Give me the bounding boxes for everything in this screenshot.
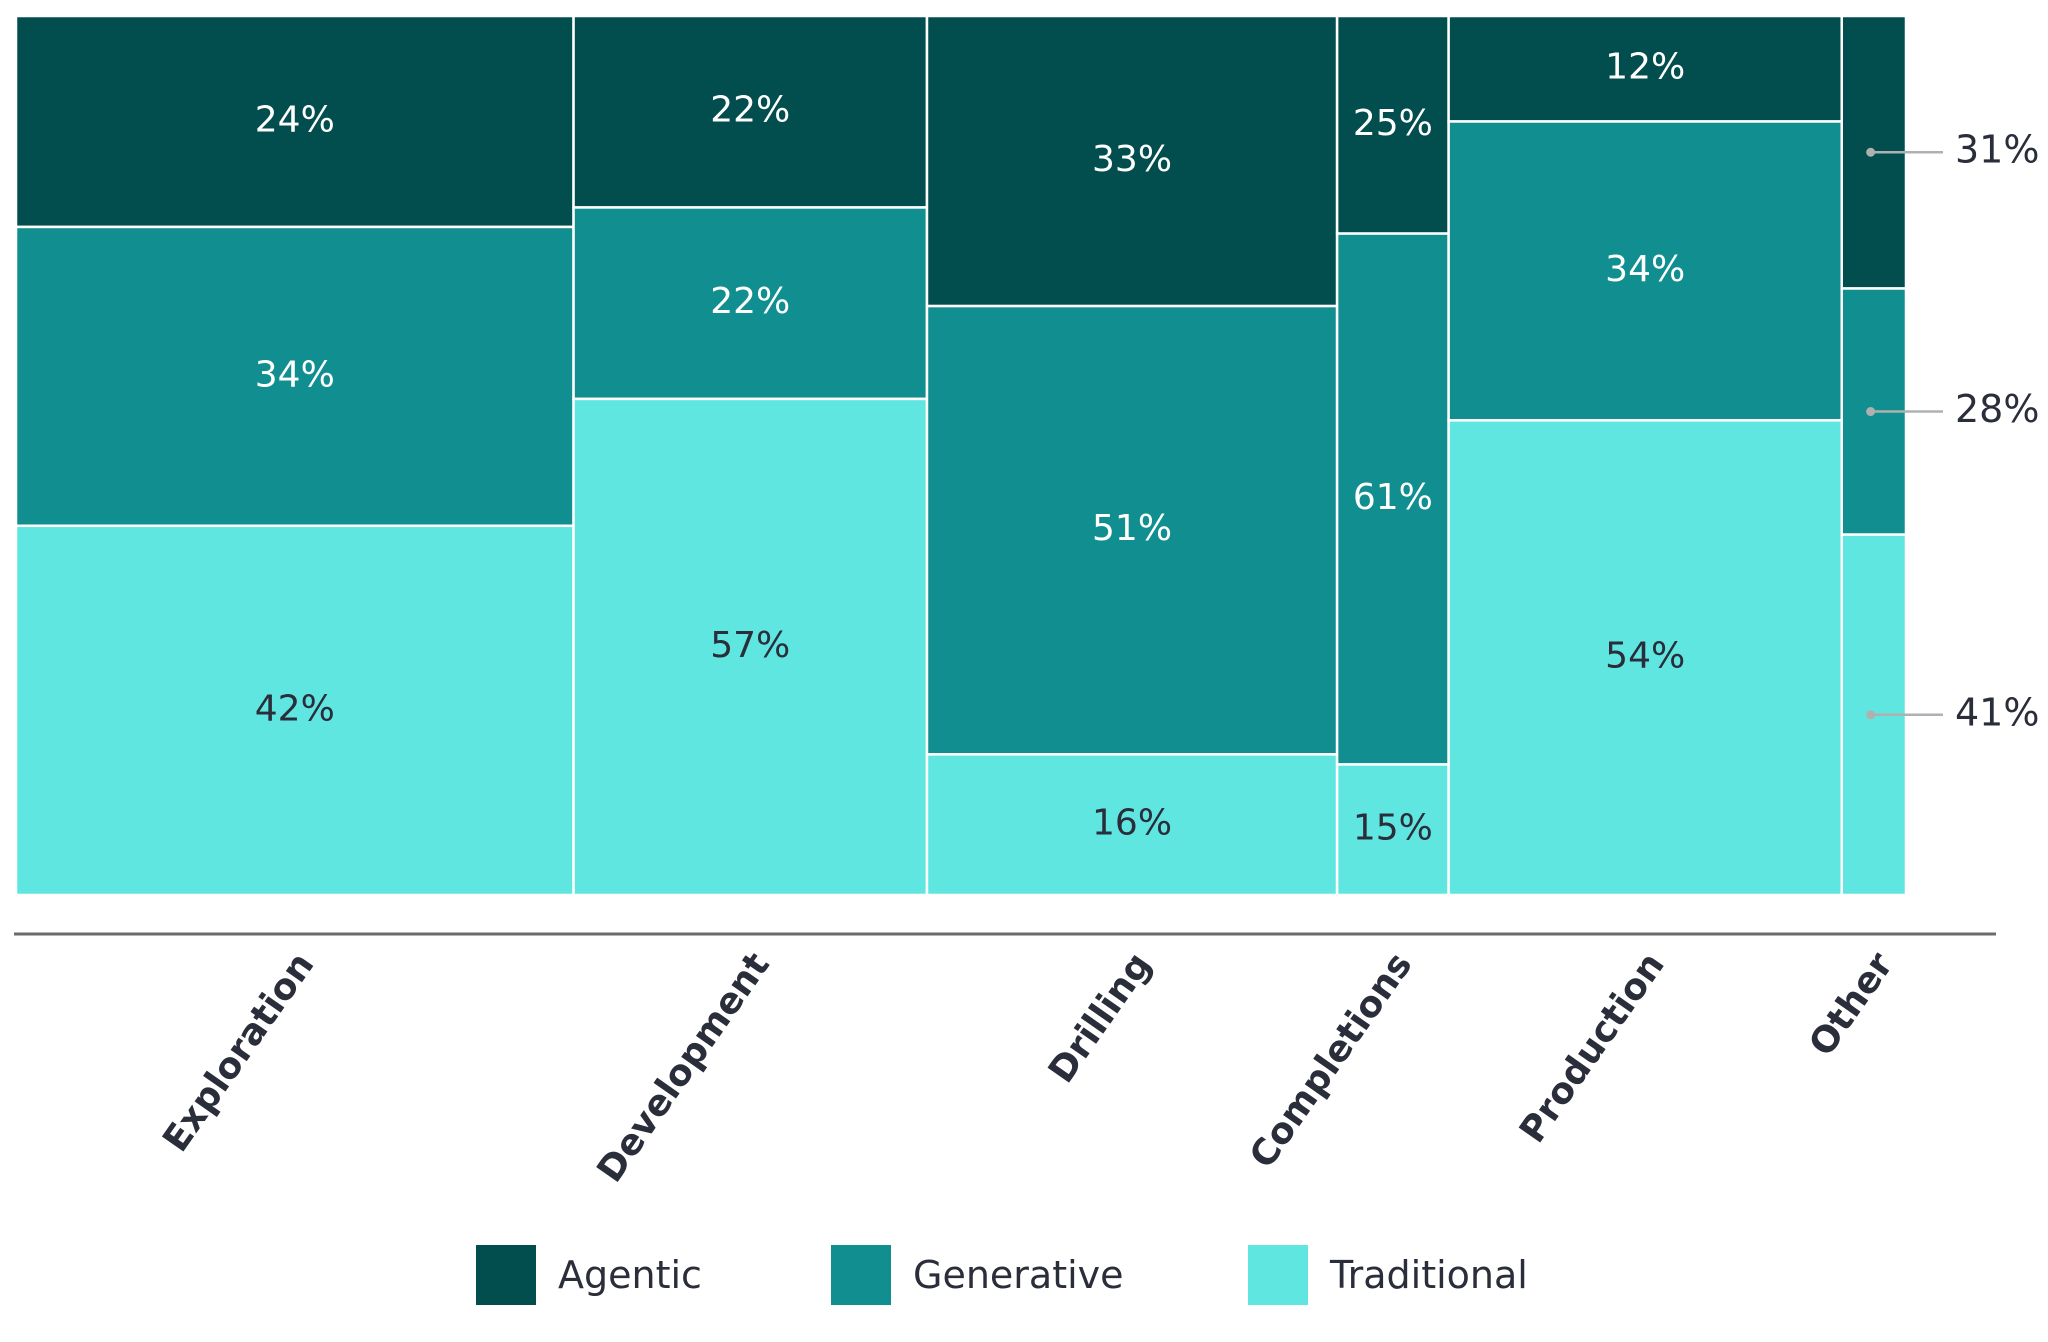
data-label-production-agentic: 12% <box>1605 47 1685 88</box>
segment-development-agentic <box>572 14 929 209</box>
data-label-development-generative: 22% <box>710 281 790 322</box>
callout-label-generative: 28% <box>1955 387 2039 431</box>
legend-item-traditional: Traditional <box>1248 1245 1528 1305</box>
segment-exploration-traditional <box>14 524 575 897</box>
segment-exploration-generative <box>14 225 575 528</box>
legend-label-generative: Generative <box>913 1253 1124 1297</box>
segment-completions-traditional <box>1335 763 1450 897</box>
legend-swatch-traditional <box>1248 1245 1308 1305</box>
segment-production-traditional <box>1447 419 1843 897</box>
data-label-drilling-agentic: 33% <box>1092 139 1172 180</box>
callout-label-agentic: 31% <box>1955 128 2039 172</box>
legend-label-traditional: Traditional <box>1330 1253 1528 1297</box>
segment-production-generative <box>1447 120 1843 422</box>
data-label-exploration-agentic: 24% <box>255 99 335 140</box>
legend-swatch-generative <box>831 1245 891 1305</box>
segment-development-traditional <box>572 397 929 897</box>
data-label-exploration-generative: 34% <box>255 354 335 395</box>
category-label-development: Development <box>589 945 777 1190</box>
segment-completions-agentic <box>1335 14 1450 235</box>
data-label-drilling-traditional: 16% <box>1092 803 1172 844</box>
data-label-development-agentic: 22% <box>710 90 790 131</box>
legend-item-generative: Generative <box>831 1245 1124 1305</box>
legend-item-agentic: Agentic <box>476 1245 702 1305</box>
category-label-other: Other <box>1802 945 1902 1063</box>
category-label-exploration: Exploration <box>155 945 322 1159</box>
segment-drilling-traditional <box>925 753 1339 897</box>
callout-label-traditional: 41% <box>1955 690 2039 734</box>
data-label-completions-agentic: 25% <box>1353 103 1433 144</box>
data-label-exploration-traditional: 42% <box>255 688 335 729</box>
data-label-drilling-generative: 51% <box>1092 508 1172 549</box>
data-label-completions-generative: 61% <box>1353 477 1433 518</box>
category-label-completions: Completions <box>1242 945 1420 1175</box>
data-label-production-traditional: 54% <box>1605 636 1685 677</box>
category-label-production: Production <box>1512 945 1673 1150</box>
segment-exploration-agentic <box>14 14 575 229</box>
segment-development-generative <box>572 206 929 401</box>
segment-drilling-generative <box>925 304 1339 756</box>
data-label-production-generative: 34% <box>1605 249 1685 290</box>
legend-label-agentic: Agentic <box>558 1253 702 1297</box>
data-label-completions-traditional: 15% <box>1353 808 1433 849</box>
legend-swatch-agentic <box>476 1245 536 1305</box>
data-label-development-traditional: 57% <box>710 625 790 666</box>
category-label-drilling: Drilling <box>1041 945 1160 1090</box>
